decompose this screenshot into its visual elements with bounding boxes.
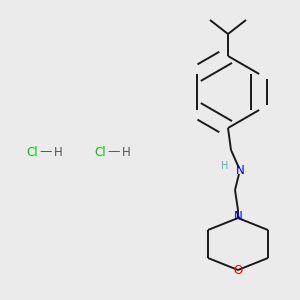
Text: —: — [40,146,52,158]
Text: N: N [234,211,242,224]
Text: H: H [221,161,229,171]
Text: Cl: Cl [94,146,106,158]
Text: O: O [233,265,243,278]
Text: —: — [108,146,120,158]
Text: H: H [54,146,62,158]
Text: Cl: Cl [26,146,38,158]
Text: H: H [122,146,130,158]
Text: N: N [236,164,244,176]
